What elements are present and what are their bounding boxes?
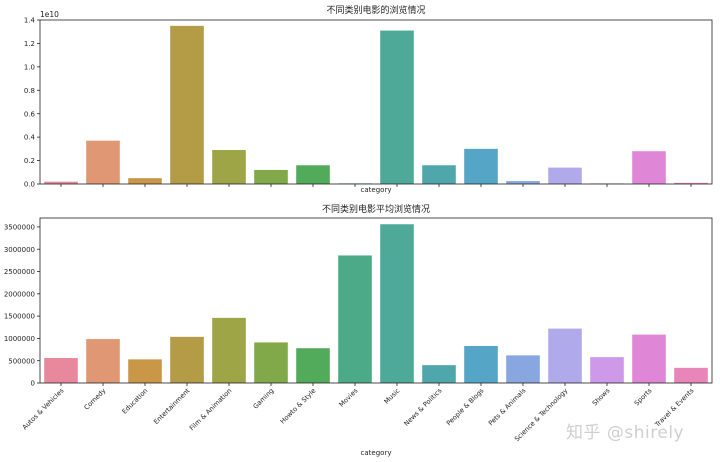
- bar-1: [44, 358, 78, 383]
- plot-frame: [39, 19, 713, 185]
- y-tick-label: 2500000: [4, 268, 35, 276]
- x-tick-label: Education: [121, 387, 150, 416]
- x-tick-label: Comedy: [83, 387, 108, 412]
- bar-12: [506, 355, 540, 383]
- y-tick-label: 0.4: [24, 134, 36, 142]
- bar-8: [338, 255, 372, 383]
- y-tick-label: 2000000: [4, 290, 35, 298]
- bar-3: [128, 178, 162, 184]
- bar-14: [590, 357, 624, 383]
- x-tick-label: Gaming: [252, 387, 276, 411]
- x-tick-label: People & Blogs: [445, 386, 486, 427]
- y-tick-label: 1.2: [24, 40, 35, 48]
- y-tick-label: 1000000: [4, 335, 35, 343]
- x-tick-label: Howto & Style: [279, 387, 318, 426]
- bar-4: [170, 336, 204, 383]
- y-tick-label: 3000000: [4, 246, 35, 254]
- y-tick-label: 0: [31, 380, 35, 388]
- chart-title: 不同类别电影平均浏览情况: [322, 203, 430, 215]
- y-tick-label: 0.2: [24, 157, 35, 165]
- chart-1: 不同类别电影的浏览情况 1e10 0.0 0.2 0.4 0.6 0.8 1.0 1.2 1.4 c…: [24, 4, 713, 194]
- bar-15: [632, 334, 666, 383]
- bar-5: [212, 317, 246, 383]
- bar-9: [380, 224, 414, 383]
- x-tick-label: News & Politics: [402, 386, 443, 427]
- bar-7: [296, 348, 330, 383]
- y-tick-label: 0.0: [24, 181, 35, 189]
- y-tick-label: 1.0: [24, 63, 35, 71]
- bar-2: [86, 140, 120, 184]
- x-tick-label: Movies: [338, 386, 360, 408]
- x-tick-label: Film & Animation: [188, 387, 234, 433]
- bar-10: [422, 365, 456, 383]
- bar-7: [296, 165, 330, 184]
- bar-6: [254, 342, 288, 383]
- x-tick-label: Pets & Animals: [487, 386, 528, 427]
- x-tick-label: Entertainment: [152, 386, 192, 426]
- x-tick-label: Music: [382, 386, 401, 405]
- y-tick-label: 1500000: [4, 313, 35, 321]
- bar-10: [422, 165, 456, 184]
- y-tick-label: 1.4: [24, 17, 36, 25]
- bar-5: [212, 150, 246, 184]
- x-tick-label: Autos & Vehicles: [21, 386, 66, 431]
- bar-13: [548, 328, 582, 383]
- axis-offset-label: 1e10: [40, 10, 59, 19]
- bar-16: [674, 182, 708, 184]
- bar-13: [548, 167, 582, 184]
- chart-title: 不同类别电影的浏览情况: [326, 4, 425, 16]
- x-tick-label: Shows: [591, 386, 612, 407]
- watermark-text: 知乎 @shirely: [566, 423, 685, 443]
- plot-frame: [39, 217, 713, 384]
- y-tick-label: 500000: [8, 357, 35, 365]
- bar-11: [464, 148, 498, 184]
- x-axis-label: category: [361, 186, 392, 194]
- bar-11: [464, 345, 498, 383]
- x-tick-label: Sports: [633, 386, 654, 407]
- bar-2: [86, 339, 120, 383]
- bar-1: [44, 181, 78, 184]
- bar-15: [632, 151, 666, 184]
- y-tick-label: 0.8: [24, 87, 35, 95]
- bar-3: [128, 359, 162, 383]
- bar-12: [506, 181, 540, 184]
- y-tick-label: 3500000: [4, 224, 35, 232]
- y-tick-label: 0.6: [24, 110, 36, 118]
- bar-6: [254, 169, 288, 184]
- bar-4: [170, 25, 204, 184]
- bar-9: [380, 30, 414, 184]
- x-axis-label: category: [361, 449, 392, 457]
- bar-16: [674, 367, 708, 383]
